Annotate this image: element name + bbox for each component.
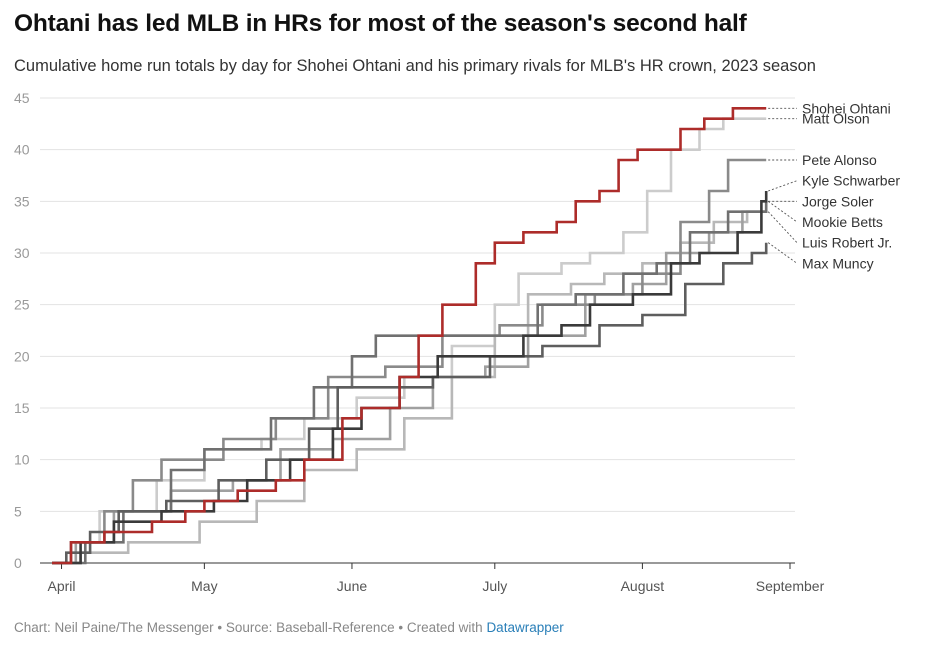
series-label-pete-alonso: Pete Alonso	[802, 152, 877, 168]
series-line-max-muncy	[52, 242, 768, 565]
footer-credit: Chart: Neil Paine/The Messenger • Source…	[14, 620, 487, 635]
series-line-shohei-ohtani	[52, 107, 767, 565]
series-line-jorge-soler	[52, 201, 768, 565]
y-tick-label: 35	[14, 193, 30, 209]
series-label-luis-robert-jr: Luis Robert Jr.	[802, 235, 892, 251]
chart-footer: Chart: Neil Paine/The Messenger • Source…	[14, 620, 564, 635]
series-line-matt-olson	[52, 117, 767, 565]
x-tick-label: April	[48, 578, 76, 594]
y-axis: 0 5 10 15 20 25 30 35 40 45	[14, 90, 30, 571]
gridlines	[40, 97, 795, 564]
y-tick-label: 30	[14, 245, 30, 261]
series-label-jorge-soler: Jorge Soler	[802, 193, 874, 209]
y-tick-label: 0	[14, 555, 22, 571]
label-leader	[767, 211, 798, 243]
series-lines	[52, 107, 768, 565]
series-label-max-muncy: Max Muncy	[802, 255, 874, 271]
y-tick-label: 20	[14, 348, 30, 364]
label-leader	[767, 242, 798, 264]
x-tick-label: May	[191, 578, 217, 594]
x-tick-label: September	[756, 578, 825, 594]
x-axis: April May June July August September	[48, 563, 825, 594]
y-tick-label: 10	[14, 452, 30, 468]
y-tick-label: 40	[14, 142, 30, 158]
chart-title: Ohtani has led MLB in HRs for most of th…	[14, 10, 747, 37]
chart-subtitle: Cumulative home run totals by day for Sh…	[14, 57, 816, 75]
datawrapper-link[interactable]: Datawrapper	[486, 620, 564, 635]
series-label-matt-olson: Matt Olson	[802, 111, 870, 127]
y-tick-label: 15	[14, 400, 30, 416]
series-line-pete-alonso	[52, 158, 767, 565]
y-tick-label: 45	[14, 90, 30, 106]
label-leader	[768, 180, 798, 192]
y-tick-label: 25	[14, 297, 30, 313]
series-line-mookie-betts	[52, 201, 768, 565]
series-label-kyle-schwarber: Kyle Schwarber	[802, 173, 900, 189]
x-tick-label: August	[621, 578, 665, 594]
x-tick-label: July	[482, 578, 507, 594]
y-tick-label: 5	[14, 503, 22, 519]
x-tick-label: June	[337, 578, 368, 594]
label-leader	[767, 200, 798, 223]
series-label-mookie-betts: Mookie Betts	[802, 214, 883, 230]
series-labels: Matt Olson Luis Robert Jr. Mookie Betts Pet…	[767, 100, 900, 271]
series-label-shohei-ohtani: Shohei Ohtani	[802, 100, 891, 116]
